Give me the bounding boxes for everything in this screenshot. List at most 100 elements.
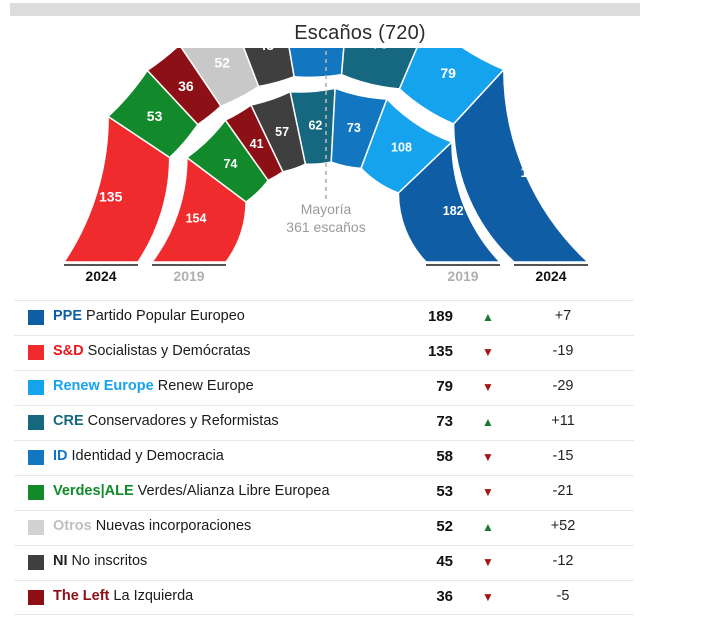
legend-seat-delta: +11 (551, 413, 575, 429)
legend-seat-delta: +7 (554, 308, 572, 324)
legend-color-swatch (28, 590, 44, 605)
legend-party-name: Nuevas incorporaciones (95, 518, 252, 534)
legend-row[interactable]: Renew Europe Renew Europe 79 ▼ -29 (14, 370, 634, 405)
legend-color-swatch (28, 555, 44, 570)
legend-seat-delta: -15 (552, 448, 574, 464)
arc-segment-2024-ppe (452, 67, 590, 263)
legend-party-text: NI No inscritos (53, 546, 383, 570)
legend-color-swatch (28, 345, 44, 360)
legend-party-abbr: NI (53, 553, 68, 569)
legend-color-swatch (28, 310, 44, 325)
arc-value-label: 73 (372, 48, 388, 52)
legend-row[interactable]: The Left La Izquierda 36 ▼ -5 (14, 580, 634, 615)
trend-up-icon: ▲ (482, 310, 494, 324)
majority-label-line2: 361 escaños (286, 219, 365, 235)
top-grey-bar (10, 3, 640, 16)
legend-party-text: S&D Socialistas y Demócratas (53, 336, 383, 360)
legend-row[interactable]: PPE Partido Popular Europeo 189 ▲ +7 (14, 300, 634, 335)
legend-seat-count: 52 (436, 518, 453, 535)
trend-down-icon: ▼ (482, 485, 494, 499)
legend-color-swatch (28, 450, 44, 465)
legend-party-abbr: S&D (53, 343, 84, 359)
arc-value-label: 57 (275, 125, 289, 139)
axis-year-label: 2024 (85, 268, 116, 284)
legend-seat-count: 53 (436, 483, 453, 500)
legend-seat-delta: -21 (552, 483, 574, 499)
legend-seat-count: 58 (436, 448, 453, 465)
party-legend: PPE Partido Popular Europeo 189 ▲ +7 S&D Soc… (14, 300, 634, 615)
legend-seat-delta: +52 (550, 518, 576, 534)
legend-party-text: Renew Europe Renew Europe (53, 371, 383, 395)
legend-party-abbr: CRE (53, 413, 84, 429)
legend-color-swatch (28, 380, 44, 395)
legend-party-abbr: Renew Europe (53, 378, 154, 394)
legend-party-text: The Left La Izquierda (53, 581, 383, 605)
legend-party-name: Identidad y Democracia (71, 448, 224, 464)
legend-row[interactable]: ID Identidad y Democracia 58 ▼ -15 (14, 440, 634, 475)
legend-party-abbr: The Left (53, 588, 110, 604)
seats-hemicycle-chart: 135533652455873791891547441576273108182M… (0, 48, 720, 293)
hemicycle-svg: 135533652455873791891547441576273108182M… (62, 48, 590, 284)
legend-party-abbr: Verdes|ALE (53, 483, 134, 499)
arc-value-label: 189 (520, 164, 544, 180)
legend-seat-count: 36 (436, 588, 453, 605)
legend-party-name: Renew Europe (157, 378, 254, 394)
ring-2019: 154 74 41 57 62 73 108 182 (150, 87, 502, 263)
ring-2024: 13553365245587379189 (62, 48, 590, 263)
legend-seat-count: 79 (436, 378, 453, 395)
legend-party-name: Partido Popular Europeo (86, 308, 245, 324)
trend-up-icon: ▲ (482, 520, 494, 534)
legend-row[interactable]: Verdes|ALE Verdes/Alianza Libre Europea 5… (14, 475, 634, 510)
legend-seat-delta: -29 (552, 378, 574, 394)
legend-color-swatch (28, 520, 44, 535)
legend-row[interactable]: NI No inscritos 45 ▼ -12 (14, 545, 634, 580)
trend-down-icon: ▼ (482, 450, 494, 464)
legend-party-name: La Izquierda (113, 588, 194, 604)
legend-party-text: CRE Conservadores y Reformistas (53, 406, 383, 430)
legend-seat-count: 45 (436, 553, 453, 570)
arc-value-label: 36 (178, 78, 194, 94)
legend-party-name: Conservadores y Reformistas (87, 413, 279, 429)
arc-value-label: 73 (347, 121, 361, 135)
legend-color-swatch (28, 415, 44, 430)
trend-down-icon: ▼ (482, 380, 494, 394)
arc-value-label: 154 (186, 212, 207, 226)
arc-value-label: 74 (223, 157, 237, 171)
arc-value-label: 135 (99, 189, 123, 205)
arc-value-label: 53 (147, 108, 163, 124)
legend-party-text: ID Identidad y Democracia (53, 441, 383, 465)
legend-row[interactable]: Otros Nuevas incorporaciones 52 ▲ +52 (14, 510, 634, 545)
trend-up-icon: ▲ (482, 415, 494, 429)
arc-value-label: 45 (259, 48, 275, 53)
legend-party-abbr: Otros (53, 518, 92, 534)
legend-seat-delta: -19 (552, 343, 574, 359)
legend-seat-count: 73 (436, 413, 453, 430)
legend-seat-count: 189 (427, 308, 453, 325)
axis-year-label: 2019 (173, 268, 204, 284)
page-title: Escaños (720) (294, 22, 426, 44)
legend-party-text: PPE Partido Popular Europeo (53, 301, 383, 325)
legend-party-name: Verdes/Alianza Libre Europea (137, 483, 330, 499)
legend-party-text: Otros Nuevas incorporaciones (53, 511, 383, 535)
legend-party-abbr: PPE (53, 308, 83, 324)
trend-down-icon: ▼ (482, 590, 494, 604)
axis-year-label: 2019 (447, 268, 478, 284)
arc-value-label: 52 (214, 54, 230, 70)
arc-value-label: 182 (443, 204, 464, 218)
arc-value-label: 108 (391, 141, 412, 155)
legend-seat-delta: -12 (552, 553, 574, 569)
legend-color-swatch (28, 485, 44, 500)
majority-label-line1: Mayoría (301, 201, 352, 217)
axis-year-label: 2024 (535, 268, 566, 284)
arc-value-label: 41 (250, 137, 264, 151)
arc-segment-2019-ppe (397, 140, 502, 263)
legend-party-text: Verdes|ALE Verdes/Alianza Libre Europea (53, 476, 383, 500)
trend-down-icon: ▼ (482, 555, 494, 569)
legend-party-name: Socialistas y Demócratas (87, 343, 251, 359)
legend-seat-count: 135 (427, 343, 453, 360)
legend-party-name: No inscritos (71, 553, 148, 569)
legend-row[interactable]: S&D Socialistas y Demócratas 135 ▼ -19 (14, 335, 634, 370)
legend-row[interactable]: CRE Conservadores y Reformistas 73 ▲ +11 (14, 405, 634, 440)
trend-down-icon: ▼ (482, 345, 494, 359)
arc-value-label: 79 (440, 65, 456, 81)
